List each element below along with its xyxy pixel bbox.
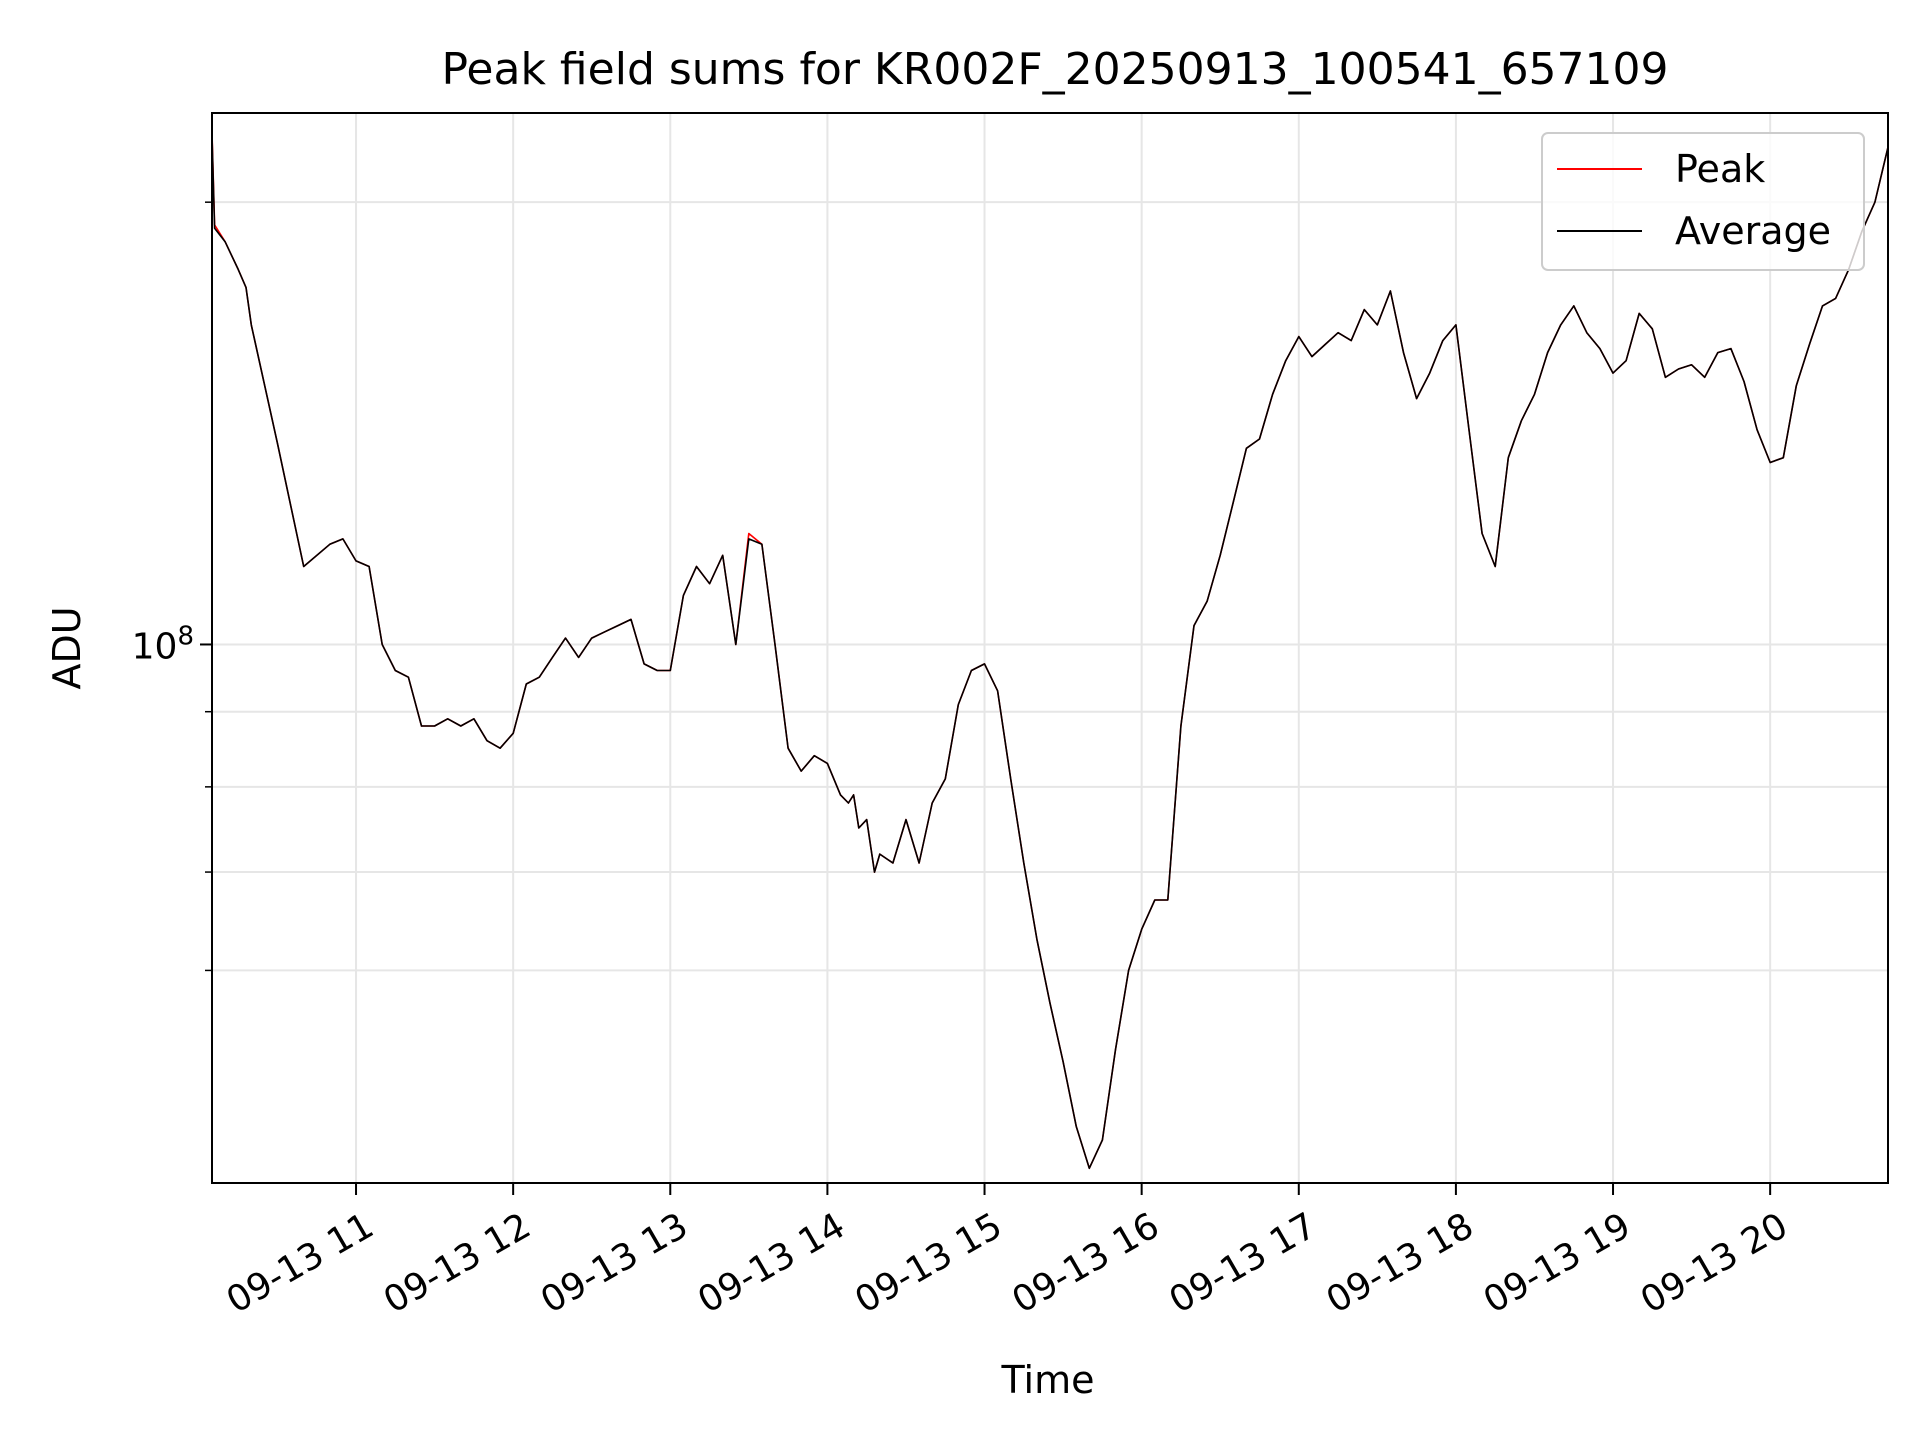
x-axis-label: Time: [1001, 1358, 1095, 1402]
series-layer: [211, 132, 1889, 1170]
legend-label-average: Average: [1675, 209, 1831, 253]
axes-frame: [211, 112, 1889, 1184]
legend-box: [1541, 132, 1865, 271]
y-tick-label: 108: [132, 621, 194, 667]
series-line-average: [211, 135, 1889, 1170]
y-axis-label: ADU: [45, 606, 89, 689]
grid-layer: [212, 113, 1888, 1183]
y-axis-ticks: 108: [132, 201, 212, 972]
legend-label-peak: Peak: [1675, 147, 1765, 191]
chart-title: Peak field sums for KR002F_20250913_1005…: [441, 44, 1668, 95]
plot-area: [211, 132, 1889, 1170]
legend: Peak Average: [1541, 132, 1865, 271]
